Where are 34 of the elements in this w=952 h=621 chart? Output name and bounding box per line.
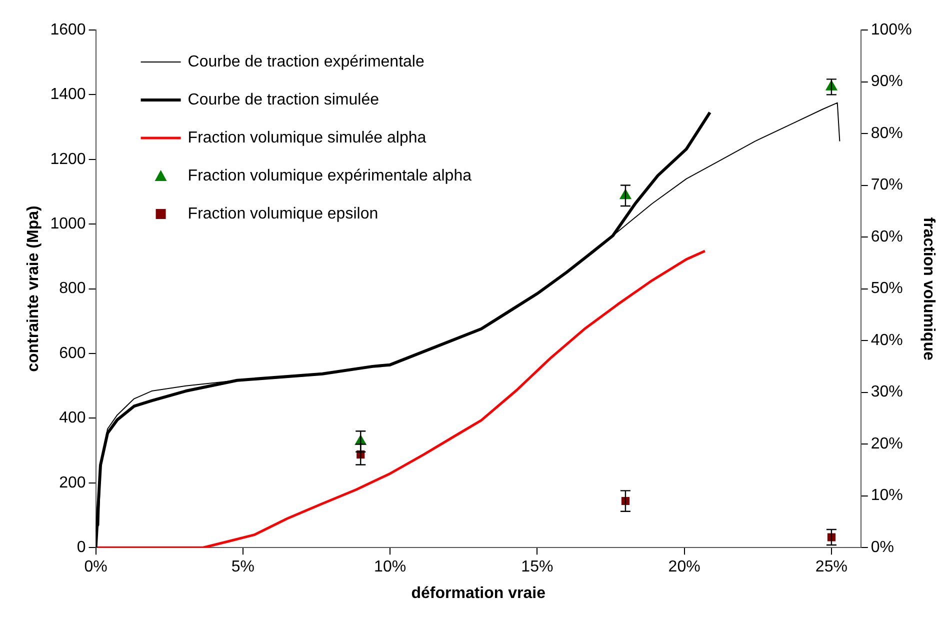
x-tick-label: 20% [668,558,700,576]
y-tick-label: 1400 [50,86,86,104]
y-tick-label: 1600 [50,21,86,38]
x-axis-title: déformation vraie [411,584,546,602]
x-tick-label: 0% [84,558,108,576]
y2-tick-label: 40% [870,332,903,349]
y2-tick-label: 70% [870,176,903,194]
y2-tick-label: 20% [870,435,903,452]
y-tick-label: 1200 [50,150,86,168]
y2-tick-label: 80% [870,124,903,142]
y2-tick-label: 50% [870,280,903,298]
y2-tick-label: 0% [870,539,894,556]
legend-label: Fraction volumique epsilon [188,205,378,222]
y2-tick-label: 30% [870,384,903,401]
legend-label: Fraction volumique simulée alpha [188,129,426,146]
legend-label: Courbe de traction expérimentale [188,53,424,70]
x-tick-label: 15% [521,558,554,576]
y-tick-label: 200 [59,474,86,492]
y-tick-label: 800 [59,280,86,298]
x-tick-label: 10% [374,558,406,576]
y-tick-label: 600 [59,344,86,362]
legend-label: Fraction volumique expérimentale alpha [188,167,472,184]
y2-tick-label: 10% [870,487,903,504]
y2-tick-label: 60% [870,228,903,246]
y2-tick-label: 100% [870,21,912,38]
y-tick-label: 1000 [50,216,86,233]
x-tick-label: 5% [231,558,254,576]
y-axis-title: contrainte vraie (Mpa) [25,206,42,372]
y2-tick-label: 90% [870,73,903,90]
legend-label: Courbe de traction simulée [188,91,380,108]
y-tick-label: 0 [76,539,86,556]
y2-axis-title: fraction volumique [920,217,937,360]
y-tick-label: 400 [59,410,86,427]
x-tick-label: 25% [815,558,848,576]
